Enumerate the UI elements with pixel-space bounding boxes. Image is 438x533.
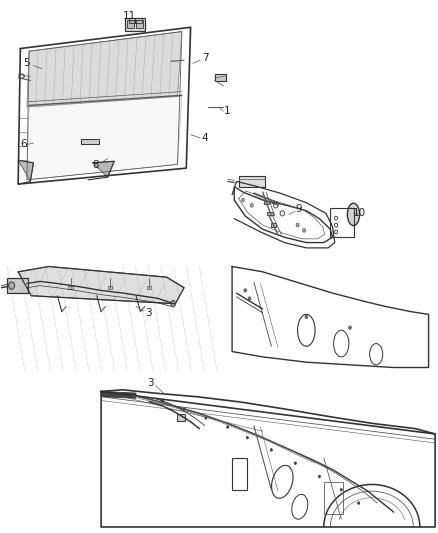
Ellipse shape [349,326,351,329]
Ellipse shape [246,437,248,439]
Ellipse shape [183,408,185,410]
Text: 7: 7 [202,53,208,63]
Polygon shape [27,96,182,180]
Ellipse shape [9,282,14,289]
Ellipse shape [292,495,308,519]
Text: 6: 6 [20,139,27,149]
Ellipse shape [171,301,175,307]
Ellipse shape [340,488,343,491]
Polygon shape [18,160,33,181]
Bar [136,20,143,28]
Bar [215,74,226,82]
Bar [127,20,134,28]
Polygon shape [18,266,184,304]
Bar [239,176,265,187]
Ellipse shape [205,417,207,419]
Ellipse shape [297,314,315,346]
Bar [68,286,73,289]
Text: 8: 8 [92,160,99,171]
Ellipse shape [244,289,247,292]
Bar [232,458,247,490]
Bar [147,286,151,289]
Text: 10: 10 [353,208,366,219]
Ellipse shape [303,229,306,232]
Ellipse shape [296,223,299,227]
Ellipse shape [248,297,251,300]
Ellipse shape [305,316,307,319]
Bar [125,18,145,31]
Ellipse shape [161,399,163,402]
Polygon shape [27,31,182,107]
Ellipse shape [226,426,229,429]
Ellipse shape [274,203,278,208]
Text: 1: 1 [223,106,230,116]
Ellipse shape [334,330,349,357]
Bar [81,139,99,144]
Ellipse shape [270,449,272,451]
Ellipse shape [347,203,360,225]
Text: 3: 3 [147,378,153,389]
Bar [324,482,343,514]
Bar [7,278,28,293]
Bar [108,286,112,289]
Ellipse shape [335,223,338,227]
Ellipse shape [280,211,285,216]
Ellipse shape [241,198,244,202]
Text: 11: 11 [123,11,136,21]
Bar [264,201,269,204]
Ellipse shape [370,344,383,365]
Bar [129,18,142,23]
Text: 9: 9 [295,204,302,214]
Ellipse shape [272,465,293,498]
Ellipse shape [335,216,338,220]
Ellipse shape [294,462,297,465]
Bar [268,212,273,215]
Ellipse shape [318,475,321,478]
Text: 3: 3 [145,308,152,318]
Bar [177,414,184,421]
Text: 4: 4 [202,133,208,143]
Bar [330,208,354,237]
Text: 5: 5 [24,59,30,68]
Polygon shape [101,391,136,398]
Bar [271,223,276,227]
Polygon shape [92,161,114,177]
Ellipse shape [357,502,360,504]
Ellipse shape [335,230,338,234]
Ellipse shape [250,204,253,207]
